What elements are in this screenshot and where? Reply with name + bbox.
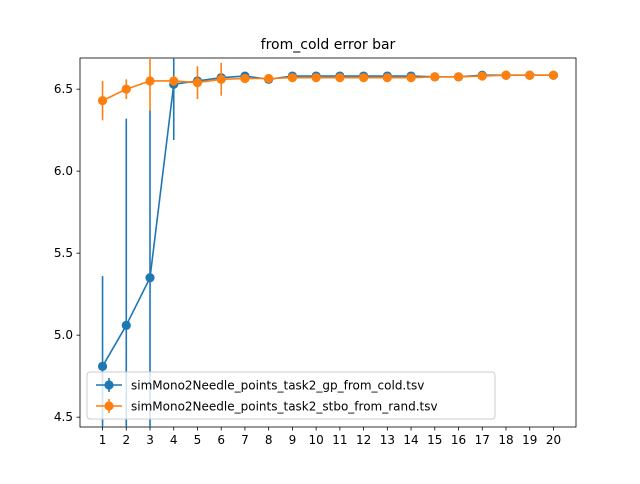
x-tick-label: 7 bbox=[241, 433, 249, 447]
x-tick-label: 18 bbox=[498, 433, 513, 447]
x-tick-label: 4 bbox=[170, 433, 178, 447]
y-tick-label: 5.0 bbox=[54, 328, 73, 342]
data-point bbox=[145, 273, 155, 283]
data-point bbox=[406, 73, 416, 83]
data-point bbox=[240, 73, 250, 84]
series-2 bbox=[97, 58, 559, 121]
y-tick-label: 5.5 bbox=[54, 246, 73, 260]
data-point bbox=[311, 73, 321, 83]
legend-marker bbox=[104, 380, 114, 390]
y-tick-label: 6.0 bbox=[54, 164, 73, 178]
legend: simMono2Needle_points_task2_gp_from_cold… bbox=[86, 371, 496, 420]
legend-label: simMono2Needle_points_task2_gp_from_cold… bbox=[131, 379, 424, 393]
y-axis: 4.5 5.0 5.5 6.0 6.5 bbox=[54, 82, 80, 424]
y-tick-label: 4.5 bbox=[54, 410, 73, 424]
plot-area bbox=[79, 57, 577, 428]
data-point bbox=[548, 70, 559, 80]
data-point bbox=[169, 76, 179, 86]
x-tick-label: 12 bbox=[356, 433, 371, 447]
x-tick-label: 10 bbox=[308, 433, 323, 447]
x-tick-label: 20 bbox=[546, 433, 561, 447]
data-point bbox=[382, 73, 392, 83]
data-point bbox=[525, 70, 535, 80]
data-point bbox=[97, 361, 108, 371]
x-tick-label: 9 bbox=[289, 433, 297, 447]
chart-title: from_cold error bar bbox=[261, 37, 396, 53]
x-axis: 1 2 3 4 5 6 7 8 9 10 11 12 13 14 15 16 17 18 19 20 bbox=[99, 427, 561, 447]
legend-box bbox=[86, 371, 496, 420]
legend-label: simMono2Needle_points_task2_stbo_from_ra… bbox=[131, 400, 438, 414]
x-tick-label: 14 bbox=[403, 433, 418, 447]
data-point bbox=[430, 72, 440, 82]
data-point bbox=[358, 73, 369, 83]
data-point bbox=[477, 71, 487, 81]
data-point bbox=[145, 76, 155, 86]
x-tick-label: 8 bbox=[265, 433, 273, 447]
axes-frame bbox=[79, 57, 577, 428]
x-tick-label: 15 bbox=[427, 433, 442, 447]
legend-marker bbox=[104, 401, 114, 411]
data-point bbox=[97, 96, 108, 106]
series-layer bbox=[97, 58, 559, 427]
x-tick-label: 1 bbox=[99, 433, 107, 447]
data-point bbox=[121, 320, 131, 330]
x-tick-label: 2 bbox=[122, 433, 130, 447]
data-point bbox=[335, 73, 345, 83]
data-point bbox=[121, 84, 131, 94]
data-point bbox=[453, 72, 464, 82]
data-point bbox=[192, 78, 203, 88]
x-tick-label: 19 bbox=[522, 433, 537, 447]
x-tick-label: 16 bbox=[451, 433, 466, 447]
x-tick-label: 5 bbox=[194, 433, 202, 447]
data-point bbox=[287, 73, 298, 83]
y-tick-label: 6.5 bbox=[54, 82, 73, 96]
data-point bbox=[216, 74, 226, 84]
data-point bbox=[264, 73, 274, 84]
x-tick-label: 17 bbox=[475, 433, 490, 447]
data-point bbox=[501, 70, 511, 80]
x-tick-label: 13 bbox=[380, 433, 395, 447]
x-tick-label: 6 bbox=[217, 433, 225, 447]
x-tick-label: 3 bbox=[146, 433, 154, 447]
x-tick-label: 11 bbox=[332, 433, 347, 447]
